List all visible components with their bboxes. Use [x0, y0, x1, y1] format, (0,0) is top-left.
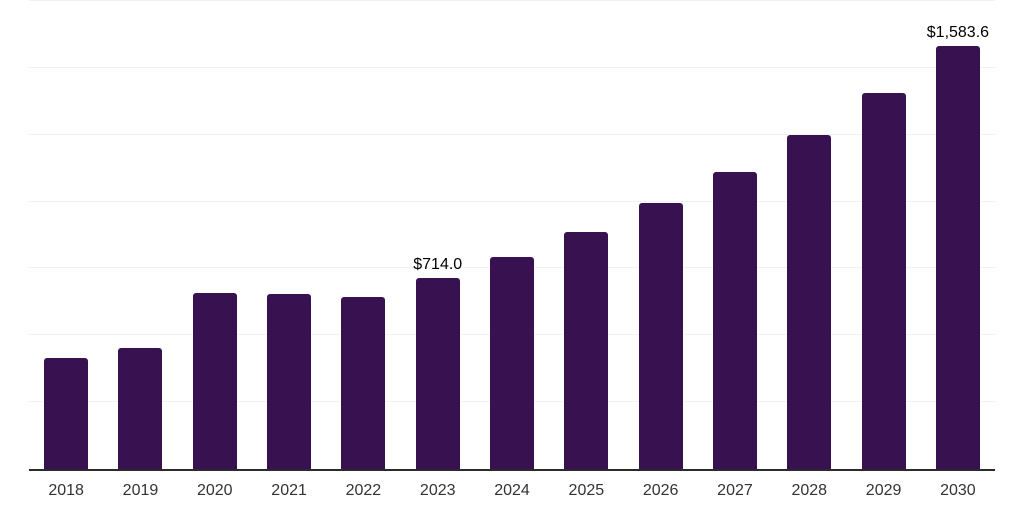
bar-slot-2021 — [252, 0, 326, 469]
x-tick-2024: 2024 — [494, 482, 530, 499]
data-label-2030: $1,583.6 — [926, 23, 990, 41]
bar-2025 — [564, 232, 609, 469]
x-tick-2025: 2025 — [568, 482, 605, 499]
bar-slot-2018 — [29, 0, 103, 469]
bar-slot-2020 — [178, 0, 252, 469]
x-tick-2021: 2021 — [271, 482, 307, 499]
bar-2021 — [267, 294, 312, 469]
x-tick-2018: 2018 — [48, 482, 84, 499]
x-tick-2022: 2022 — [345, 482, 382, 499]
plot-area: $714.0 $1,583.6 — [29, 0, 995, 471]
gridline-1000 — [29, 200, 995, 202]
x-tick-2029: 2029 — [865, 482, 902, 499]
bar-slot-2030: $1,583.6 — [921, 0, 995, 469]
bar-2027 — [712, 172, 757, 469]
bar-2028 — [787, 134, 832, 469]
bar-slot-2027 — [698, 0, 772, 469]
gridline-1250 — [29, 133, 995, 135]
bar-slot-2024 — [475, 0, 549, 469]
x-tick-2023: 2023 — [419, 482, 456, 499]
data-label-2023: $714.0 — [413, 256, 463, 274]
x-tick-2030: 2030 — [940, 482, 976, 499]
x-tick-2027: 2027 — [717, 482, 753, 499]
bar-2019 — [118, 348, 163, 469]
bar-2020 — [192, 293, 237, 469]
x-axis-tick-labels: 2018 2019 2020 2021 2022 2023 2024 2025 2026 2027… — [29, 482, 995, 500]
bar-slot-2028 — [772, 0, 846, 469]
bar-slot-2019 — [103, 0, 177, 469]
bar-slot-2025 — [549, 0, 623, 469]
x-tick-2019: 2019 — [122, 482, 159, 499]
bar-slot-2022 — [326, 0, 400, 469]
bar-2018 — [44, 358, 89, 469]
gridline-1500 — [29, 66, 995, 68]
x-tick-2026: 2026 — [642, 482, 679, 499]
bar-2029 — [861, 92, 906, 469]
bar-2026 — [638, 203, 683, 469]
bar-series: $714.0 $1,583.6 — [29, 0, 995, 469]
bar-2022 — [341, 296, 386, 469]
gridline-1750 — [29, 0, 995, 1]
x-tick-2020: 2020 — [196, 482, 233, 499]
bar-2024 — [490, 256, 535, 469]
bar-slot-2026 — [624, 0, 698, 469]
bar-2023 — [415, 278, 460, 469]
bar-2030 — [935, 45, 980, 469]
bar-slot-2023: $714.0 — [401, 0, 475, 469]
bar-slot-2029 — [846, 0, 920, 469]
x-tick-2028: 2028 — [791, 482, 828, 499]
